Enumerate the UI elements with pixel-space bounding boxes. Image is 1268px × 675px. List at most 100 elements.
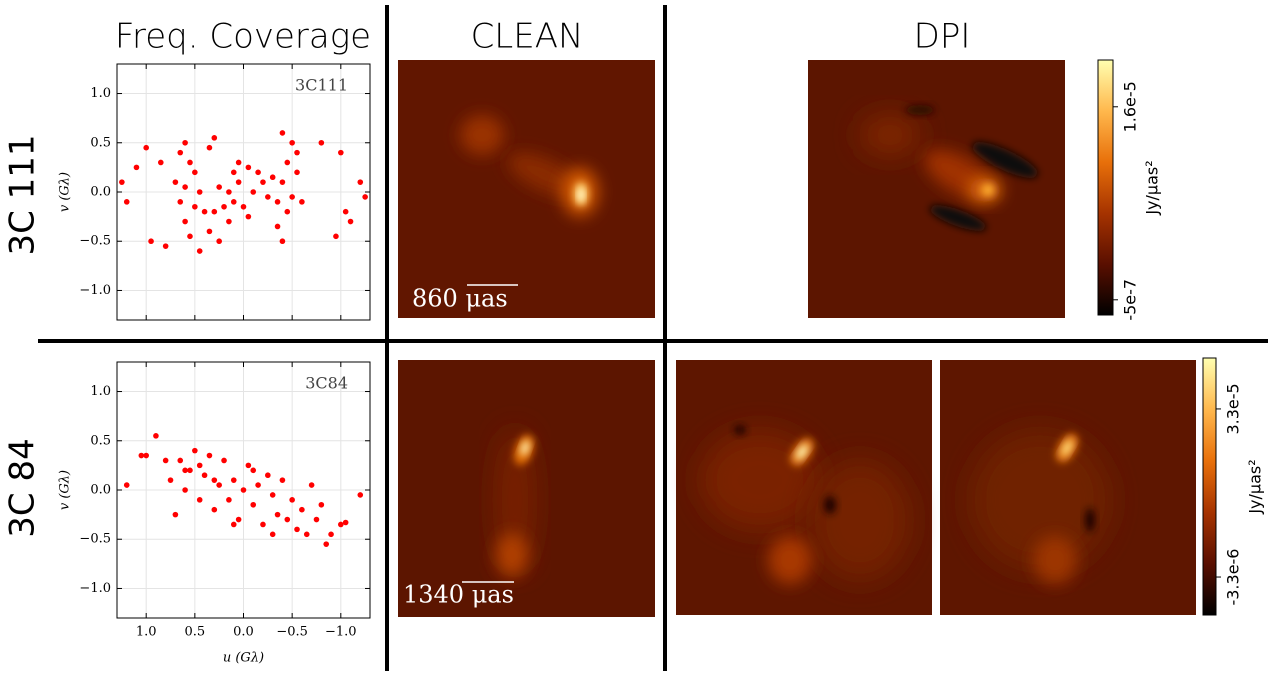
point bbox=[304, 532, 310, 538]
point bbox=[275, 199, 281, 205]
point bbox=[328, 532, 334, 538]
point bbox=[202, 472, 208, 478]
point bbox=[289, 194, 295, 200]
point bbox=[143, 145, 149, 151]
point bbox=[182, 140, 188, 146]
point bbox=[314, 517, 320, 523]
colorbar-tick-label: 1.6e-5 bbox=[1121, 81, 1140, 132]
point bbox=[270, 532, 276, 538]
point bbox=[294, 527, 300, 533]
point bbox=[260, 522, 266, 528]
point bbox=[299, 507, 305, 513]
point bbox=[294, 150, 300, 156]
y-tick-label: −1.0 bbox=[79, 581, 111, 596]
point bbox=[280, 130, 286, 136]
point bbox=[343, 209, 349, 215]
point bbox=[173, 179, 179, 185]
point bbox=[134, 165, 140, 171]
point bbox=[212, 477, 218, 483]
column-title: DPI bbox=[914, 17, 971, 57]
y-axis-label: v (Gλ) bbox=[58, 172, 73, 212]
row-label: 3C 84 bbox=[3, 438, 43, 537]
point bbox=[197, 463, 203, 469]
scale-bar-label: 1340 μas bbox=[403, 581, 514, 609]
point bbox=[177, 458, 183, 464]
point bbox=[231, 199, 237, 205]
y-tick-label: 0.0 bbox=[90, 185, 111, 200]
point bbox=[153, 433, 159, 439]
clean-image bbox=[398, 360, 655, 617]
point bbox=[280, 477, 286, 483]
colorbar-label: Jy/μas² bbox=[1143, 160, 1162, 215]
dpi-image bbox=[676, 360, 932, 615]
point bbox=[221, 204, 227, 210]
point bbox=[212, 507, 218, 513]
point bbox=[177, 150, 183, 156]
point bbox=[250, 468, 256, 474]
figure: Freq. Coverage CLEAN DPI 3C 111 3C 84 86… bbox=[0, 0, 1268, 671]
point bbox=[250, 502, 256, 508]
point bbox=[338, 522, 344, 528]
point bbox=[319, 140, 325, 146]
colorbar-tick-label: -3.3e-6 bbox=[1224, 549, 1243, 606]
row-label: 3C 111 bbox=[3, 134, 43, 255]
point bbox=[284, 517, 290, 523]
point bbox=[216, 238, 222, 244]
x-tick-label: −1.0 bbox=[325, 625, 357, 640]
point bbox=[182, 219, 188, 225]
point bbox=[275, 512, 281, 518]
point bbox=[236, 160, 242, 166]
point bbox=[265, 194, 271, 200]
dpi-image bbox=[940, 360, 1196, 615]
point bbox=[357, 179, 363, 185]
point bbox=[255, 482, 261, 488]
point bbox=[250, 189, 256, 195]
point bbox=[265, 472, 271, 478]
point bbox=[270, 492, 276, 498]
point bbox=[182, 487, 188, 493]
point bbox=[231, 170, 237, 176]
point bbox=[143, 453, 149, 459]
point bbox=[226, 189, 232, 195]
point bbox=[260, 179, 266, 185]
point bbox=[246, 214, 252, 220]
point bbox=[216, 184, 222, 190]
point bbox=[333, 234, 339, 240]
colorbar-label: Jy/μas² bbox=[1246, 459, 1265, 514]
point bbox=[192, 448, 198, 454]
point bbox=[163, 458, 169, 464]
y-tick-label: 1.0 bbox=[90, 86, 111, 101]
x-tick-label: 0.0 bbox=[233, 625, 254, 640]
point bbox=[289, 140, 295, 146]
column-title: Freq. Coverage bbox=[115, 17, 371, 57]
point bbox=[338, 150, 344, 156]
point bbox=[139, 453, 145, 459]
point bbox=[212, 135, 218, 141]
point bbox=[187, 160, 193, 166]
point bbox=[319, 502, 325, 508]
point bbox=[357, 492, 363, 498]
point bbox=[226, 219, 232, 225]
point bbox=[148, 238, 154, 244]
colorbar-tick-label: 3.3e-5 bbox=[1224, 383, 1243, 434]
point bbox=[168, 477, 174, 483]
point bbox=[187, 234, 193, 240]
y-tick-label: 0.5 bbox=[90, 135, 111, 150]
x-tick-label: 1.0 bbox=[136, 625, 157, 640]
point bbox=[323, 541, 329, 547]
point bbox=[246, 463, 252, 469]
point bbox=[280, 179, 286, 185]
point bbox=[207, 145, 213, 151]
point bbox=[124, 199, 130, 205]
point bbox=[255, 170, 261, 176]
point bbox=[236, 179, 242, 185]
point bbox=[294, 170, 300, 176]
dpi-image bbox=[808, 60, 1065, 318]
y-tick-label: −0.5 bbox=[79, 234, 111, 249]
point bbox=[158, 160, 164, 166]
point bbox=[163, 243, 169, 249]
x-tick-label: 0.5 bbox=[185, 625, 206, 640]
point bbox=[275, 224, 281, 230]
y-tick-label: −1.0 bbox=[79, 283, 111, 298]
point bbox=[187, 468, 193, 474]
